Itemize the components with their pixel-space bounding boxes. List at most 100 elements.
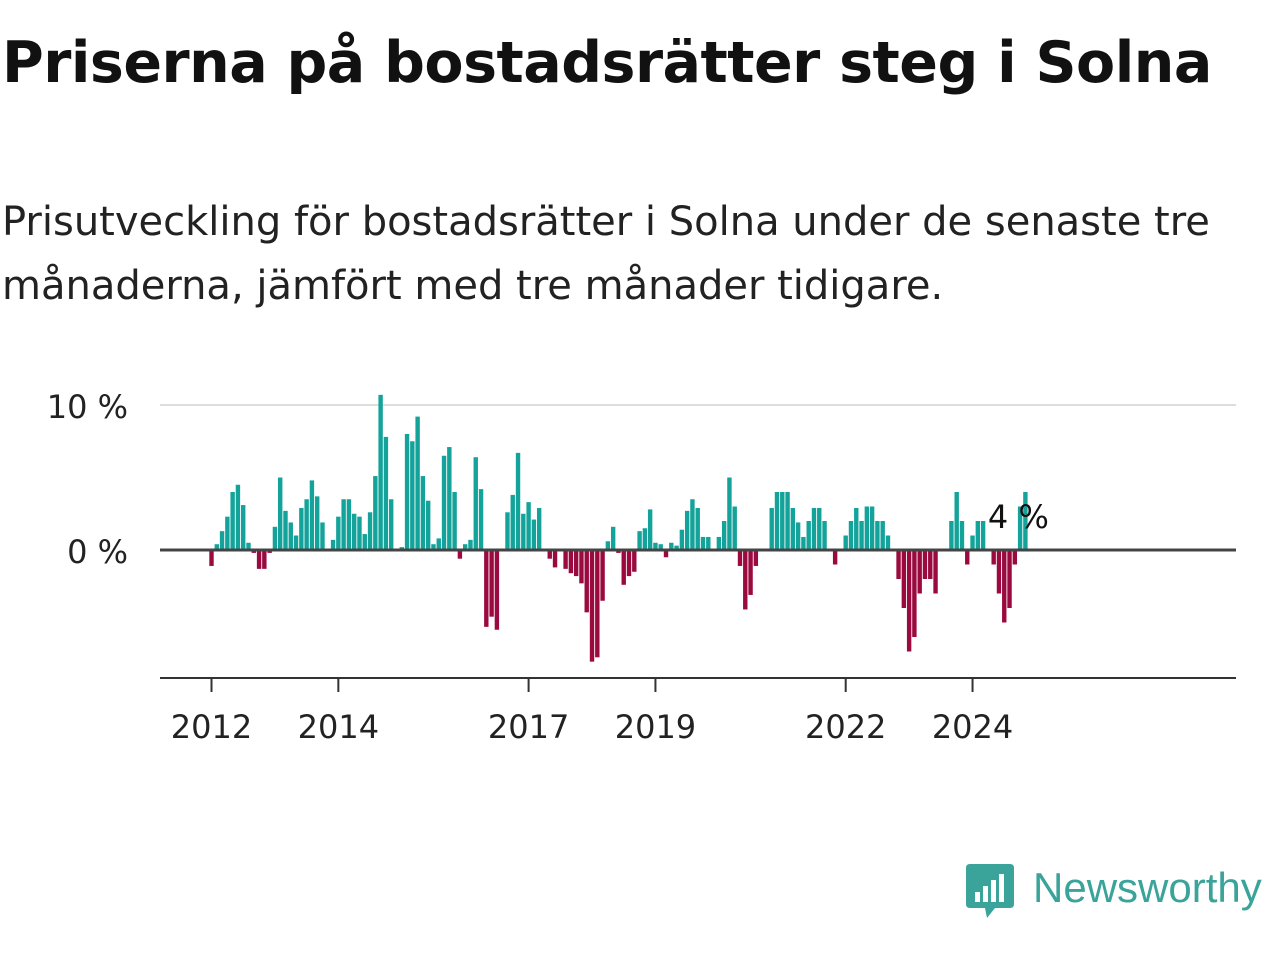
bar — [817, 507, 822, 550]
bar — [573, 550, 579, 577]
bar — [526, 502, 531, 550]
bar — [373, 476, 378, 550]
bar — [595, 550, 600, 658]
bar — [605, 541, 611, 550]
bar — [896, 550, 901, 579]
bar — [531, 519, 537, 550]
bar — [225, 516, 230, 550]
bar — [642, 528, 648, 550]
bar — [885, 535, 891, 550]
bar — [515, 452, 521, 550]
bar — [235, 484, 241, 550]
bar — [965, 550, 970, 565]
bar — [785, 492, 790, 550]
bar — [706, 536, 711, 550]
bar — [795, 522, 801, 550]
bar — [748, 550, 753, 595]
bar — [219, 531, 225, 550]
bar — [214, 544, 219, 550]
bar — [431, 544, 436, 550]
bar — [721, 521, 727, 550]
bar — [949, 521, 954, 550]
bar — [293, 535, 299, 550]
bar — [859, 521, 864, 550]
x-tick-label: 2022 — [805, 708, 886, 746]
bar — [478, 489, 484, 550]
bar — [388, 499, 394, 550]
bar — [975, 521, 981, 550]
bar — [262, 550, 267, 569]
bar — [489, 550, 494, 617]
bar — [610, 526, 616, 550]
bar — [954, 492, 959, 550]
bar — [674, 545, 679, 550]
bar — [843, 535, 848, 550]
bar — [552, 550, 558, 568]
bar — [832, 550, 838, 565]
bar — [626, 550, 632, 577]
bar — [1017, 506, 1023, 550]
bar — [743, 550, 748, 610]
x-tick-label: 2024 — [932, 708, 1013, 746]
bar — [1007, 550, 1012, 608]
bar — [420, 476, 426, 550]
bar — [980, 521, 986, 550]
bar — [996, 550, 1002, 594]
bar — [367, 512, 373, 550]
x-tick-label: 2012 — [171, 708, 252, 746]
bar — [357, 516, 362, 550]
bar — [600, 550, 605, 601]
bar — [906, 550, 912, 652]
bar — [854, 507, 859, 550]
bar — [669, 542, 674, 550]
bar — [801, 536, 806, 550]
y-tick-label: 10 % — [47, 388, 128, 426]
bar — [378, 394, 383, 550]
bar — [848, 521, 854, 550]
bar — [278, 477, 283, 550]
bar — [209, 550, 214, 566]
bar — [991, 550, 996, 565]
bar — [484, 550, 489, 627]
bar — [589, 550, 595, 662]
bar — [425, 500, 431, 550]
bar — [568, 550, 574, 574]
bar — [452, 492, 457, 550]
bar — [753, 550, 759, 566]
bar — [230, 492, 235, 550]
bar — [658, 544, 663, 550]
y-tick-label: 0 % — [67, 533, 128, 571]
bar — [336, 516, 341, 550]
bar — [970, 535, 975, 550]
bar — [653, 542, 658, 550]
bar — [410, 441, 415, 550]
newsworthy-brand[interactable]: Newsworthy — [965, 862, 1262, 926]
bar — [869, 506, 875, 550]
bar — [494, 550, 500, 630]
bar — [769, 507, 774, 550]
bar — [299, 507, 304, 550]
newsworthy-logo-icon — [966, 864, 1014, 918]
bar — [536, 507, 542, 550]
bar — [457, 550, 463, 559]
bar — [637, 531, 642, 550]
bar — [822, 521, 827, 550]
bar — [780, 492, 785, 550]
bar — [309, 480, 315, 550]
bar — [917, 550, 922, 594]
bar — [383, 436, 389, 550]
bar — [1002, 550, 1007, 623]
bar — [684, 510, 690, 550]
bar — [510, 494, 515, 550]
bar — [1012, 550, 1018, 565]
bar — [415, 416, 420, 550]
bar — [246, 542, 251, 550]
bar — [727, 477, 732, 550]
bar — [404, 434, 410, 550]
bar — [256, 550, 262, 569]
bar — [774, 492, 780, 550]
bar — [901, 550, 907, 608]
bar — [790, 507, 796, 550]
bar — [584, 550, 589, 613]
bar-chart: 0 % 10 % 2012 2014 2017 2019 2022 2024 4 % — [47, 388, 1236, 746]
